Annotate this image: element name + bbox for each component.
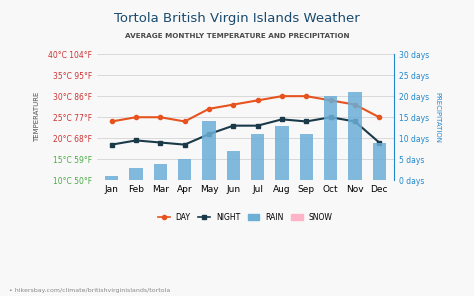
Bar [129, 168, 143, 181]
Bar [251, 134, 264, 181]
Bar [227, 151, 240, 181]
Bar [275, 126, 289, 181]
Bar [202, 121, 216, 181]
Bar [324, 96, 337, 181]
Bar [373, 142, 386, 181]
Y-axis label: TEMPERATURE: TEMPERATURE [34, 92, 40, 142]
Text: Tortola British Virgin Islands Weather: Tortola British Virgin Islands Weather [114, 12, 360, 25]
Legend: DAY, NIGHT, RAIN, SNOW: DAY, NIGHT, RAIN, SNOW [155, 210, 336, 225]
Text: • hikersbay.com/climate/britishvirginislands/tortola: • hikersbay.com/climate/britishvirginisl… [9, 288, 171, 293]
Bar [105, 176, 118, 181]
Bar [178, 159, 191, 181]
Bar [348, 92, 362, 181]
Y-axis label: PRECIPITATION: PRECIPITATION [434, 92, 440, 143]
Text: AVERAGE MONTHLY TEMPERATURE AND PRECIPITATION: AVERAGE MONTHLY TEMPERATURE AND PRECIPIT… [125, 33, 349, 38]
Bar [300, 134, 313, 181]
Bar [154, 164, 167, 181]
